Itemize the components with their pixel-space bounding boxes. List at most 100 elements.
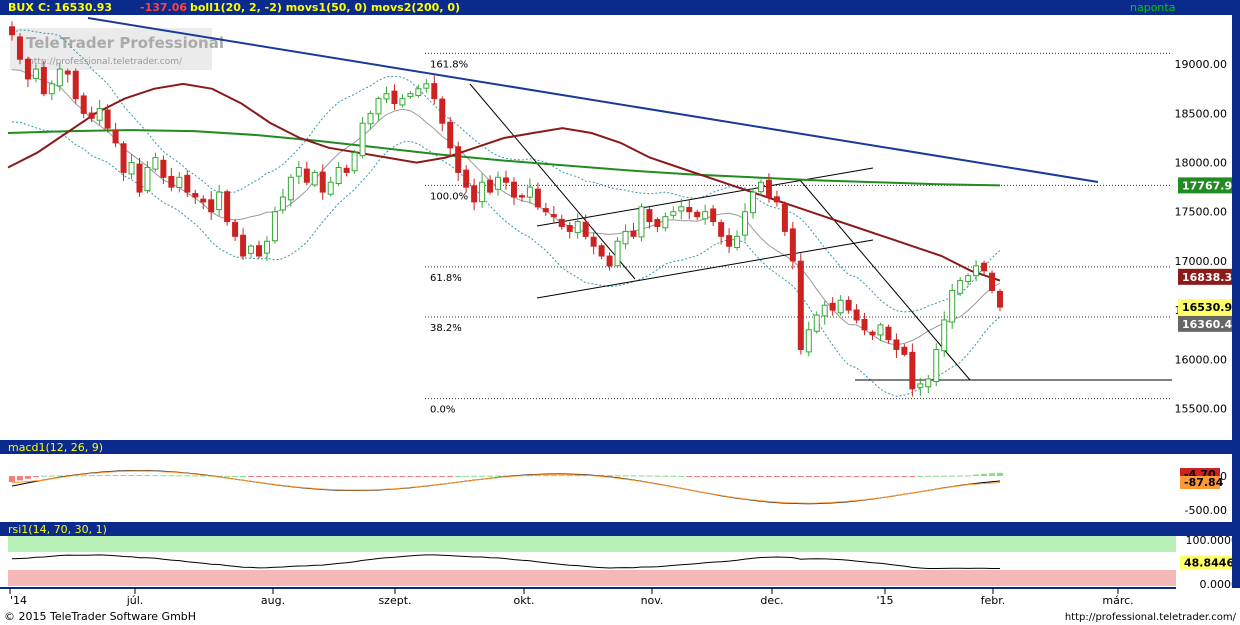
macd-hist-bar (104, 475, 111, 477)
macd-hist-bar (566, 475, 573, 477)
candle-body (622, 230, 629, 245)
rsi-tick-label: 0.0000 (1200, 578, 1239, 591)
macd-hist-bar (678, 475, 685, 477)
time-tick-label: márc. (1102, 594, 1133, 607)
candle-body (407, 93, 414, 97)
candlestick-series (9, 21, 1003, 397)
channel-upper-line (536, 167, 874, 227)
candle-body (734, 235, 741, 248)
ma50-line (7, 82, 1001, 282)
right-scrollbar[interactable] (1232, 15, 1240, 588)
macd-hist-bar (367, 476, 374, 477)
candle-body (96, 107, 103, 121)
macd-hist-bar (80, 475, 87, 477)
candle-body (200, 198, 207, 203)
macd-hist-bar (359, 476, 366, 477)
price-tick-label: 18500.00 (1175, 107, 1228, 120)
macd-hist-bar (742, 476, 749, 477)
macd-hist-bar (144, 475, 151, 477)
candle-body (72, 70, 79, 100)
candle-body (471, 185, 478, 203)
macd-hist-bar (216, 475, 223, 477)
macd-hist-bar (973, 474, 980, 476)
macd-hist-bar (40, 475, 47, 477)
macd-value-text: -87.84 (1184, 476, 1224, 489)
rsi-header-bar (0, 522, 1240, 536)
candle-body (949, 289, 956, 323)
macd-hist-bar (88, 475, 95, 477)
candle-body (240, 234, 247, 257)
candle-body (503, 177, 509, 183)
macd-hist-bar (622, 475, 629, 477)
candle-body (351, 152, 358, 172)
macd-hist-bar (781, 476, 788, 477)
candle-body (128, 162, 135, 175)
price-label-box (1178, 177, 1232, 194)
macd-hist-bar (479, 475, 486, 477)
macd-hist-bar (526, 475, 533, 477)
candle-body (765, 179, 772, 198)
candle-body (9, 26, 15, 36)
macd-hist-bar (877, 476, 884, 477)
price-tick-label: 18000.00 (1175, 157, 1228, 170)
footer-url[interactable]: http://professional.teletrader.com/ (1065, 612, 1237, 623)
macd-hist-bar (901, 476, 908, 477)
macd-hist-bar (542, 475, 549, 477)
period-label[interactable]: naponta (1130, 1, 1175, 14)
macd-hist-bar (343, 476, 350, 477)
macd-hist-bar (503, 475, 509, 477)
candle-body (463, 169, 470, 188)
macd-hist-bar (224, 475, 231, 477)
macd-hist-bar (351, 476, 358, 477)
symbol-label: BUX (8, 1, 34, 14)
price-label-box (1178, 299, 1232, 316)
macd-hist-bar (495, 475, 502, 477)
macd-header-bar (0, 440, 1240, 454)
macd-hist-bar (152, 475, 159, 477)
candle-body (965, 275, 972, 283)
candle-body (829, 302, 836, 311)
candle-body (885, 326, 892, 341)
candle-body (742, 211, 749, 236)
candle-body (510, 181, 517, 198)
candle-body (192, 192, 199, 198)
candle-body (232, 221, 239, 237)
candle-body (279, 196, 286, 211)
macd-hist-bar (606, 475, 613, 477)
candle-body (957, 280, 964, 294)
price-labels: 17767.94 16838.39 16530.93 16360.45 (1178, 177, 1240, 332)
time-tick-label: febr. (981, 594, 1006, 607)
macd-hist-bar (439, 476, 446, 477)
candle-body (495, 176, 502, 190)
macd-hist-bar (160, 475, 167, 477)
time-tick-label: nov. (641, 594, 664, 607)
rsi-oversold-zone (8, 570, 1176, 586)
candle-body (319, 171, 326, 193)
rsi-title: rsi1(14, 70, 30, 1) (8, 523, 107, 536)
candle-body (550, 214, 557, 218)
macd-hist-bar (702, 476, 709, 477)
candle-body (702, 211, 709, 220)
macd-hist-bar (861, 476, 868, 477)
candle-body (781, 203, 788, 232)
candle-body (973, 265, 980, 277)
macd-hist-bar (391, 476, 398, 477)
fibonacci-levels: 161.8% 100.0% 61.8% 38.2% 0.0% (425, 52, 1172, 416)
watermark-url: http://professional.teletrader.com/ (28, 57, 183, 67)
macd-hist-bar (574, 475, 581, 477)
macd-hist-bar (917, 475, 924, 477)
time-tick-label: dec. (760, 594, 783, 607)
macd-hist-bar (989, 473, 996, 476)
time-tick-label: aug. (261, 594, 285, 607)
candle-body (941, 319, 948, 352)
candle-body (120, 143, 127, 173)
candle-body (526, 186, 533, 198)
candle-body (997, 290, 1003, 308)
macd-hist-bar (48, 475, 55, 477)
candle-body (391, 90, 398, 105)
candle-body (678, 206, 685, 212)
macd-hist-bar (757, 476, 764, 477)
macd-hist-bar (829, 476, 836, 477)
candle-body (893, 339, 900, 350)
